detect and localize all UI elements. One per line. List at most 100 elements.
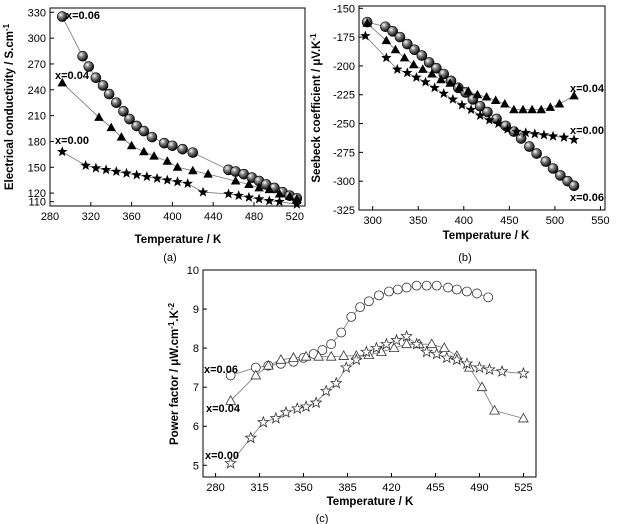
x-tick-label: 440 [204, 211, 222, 223]
panel-a-x-axis-label: Temperature / K [135, 234, 222, 246]
data-point-x000 [299, 400, 313, 413]
data-point-x006 [317, 345, 328, 355]
data-point-x000 [511, 126, 522, 137]
data-point-x004 [545, 102, 556, 111]
data-point-x000 [329, 376, 343, 389]
data-point-x000 [279, 405, 293, 418]
data-point-x000 [121, 167, 132, 178]
data-point-x000 [253, 193, 265, 204]
data-point-x000 [402, 67, 413, 78]
data-point-x000 [438, 88, 449, 99]
data-point-x000 [111, 166, 122, 177]
x-tick-label: 320 [82, 211, 100, 223]
data-point-x006 [56, 11, 68, 22]
y-tick-label: -250 [333, 119, 355, 131]
data-point-x000 [224, 456, 237, 469]
data-point-x000 [309, 396, 323, 409]
y-tick-label: 150 [28, 162, 46, 174]
data-point-x000 [182, 178, 193, 189]
data-point-x004 [149, 151, 159, 160]
panel-a-label-x000: x=0.00 [55, 135, 89, 147]
x-tick-label: 350 [409, 215, 427, 227]
data-point-x004 [436, 74, 446, 84]
data-point-x000 [360, 30, 371, 41]
y-tick-label: 240 [28, 85, 46, 97]
data-point-x004 [408, 59, 419, 69]
x-tick-label: 500 [546, 215, 564, 227]
x-tick-label: 315 [250, 482, 268, 494]
data-point-x004 [274, 188, 285, 198]
data-point-x006 [423, 57, 435, 68]
data-point-x004 [338, 350, 350, 360]
data-point-x006 [394, 31, 406, 43]
data-point-x006 [568, 180, 580, 192]
data-point-x006 [387, 26, 399, 37]
panel-b-label-x000: x=0.00 [570, 125, 604, 137]
panel-c-y-ticks: 5 6 7 8 9 10 [187, 265, 207, 472]
series-line-x000 [365, 35, 575, 141]
data-point-x004 [300, 350, 312, 361]
data-point-x000 [447, 93, 459, 104]
data-point-x004 [139, 146, 149, 156]
data-point-x004 [262, 359, 274, 370]
data-point-x004 [325, 350, 337, 361]
data-point-x004 [381, 35, 392, 45]
data-point-x004 [500, 98, 510, 108]
data-point-x006 [355, 302, 365, 313]
data-point-x006 [443, 282, 453, 293]
panel-a-frame [49, 7, 306, 207]
data-point-x000 [197, 186, 209, 197]
data-point-x004 [569, 90, 579, 100]
data-point-x000 [381, 52, 392, 63]
data-point-x004 [418, 64, 428, 73]
data-point-x004 [57, 77, 67, 87]
data-point-x006 [421, 280, 432, 291]
x-tick-label: 480 [245, 211, 263, 223]
panel-a-data-points [56, 11, 303, 209]
y-tick-label: -275 [333, 147, 355, 159]
data-point-x006 [118, 106, 129, 117]
data-point-x000 [430, 347, 444, 360]
data-point-x006 [411, 280, 422, 291]
panel-c-data-points [224, 280, 530, 469]
data-point-x000 [484, 114, 495, 125]
data-point-x000 [502, 123, 513, 134]
data-point-x000 [291, 198, 303, 209]
data-point-x000 [474, 109, 486, 120]
data-point-x006 [131, 120, 142, 132]
data-point-x004 [162, 156, 173, 165]
y-tick-label: 6 [193, 421, 199, 433]
data-point-x000 [172, 176, 183, 187]
x-tick-label: 490 [470, 482, 488, 494]
panel-c-label-x000: x=0.00 [205, 450, 239, 462]
x-tick-label: 360 [122, 211, 140, 223]
data-point-x006 [103, 88, 115, 100]
data-point-x006 [90, 72, 102, 84]
data-point-x006 [167, 140, 178, 152]
data-point-x004 [250, 369, 262, 380]
x-tick-label: 400 [455, 215, 473, 227]
x-tick-label: 385 [338, 482, 356, 494]
data-point-x006 [392, 284, 403, 295]
data-point-x000 [244, 431, 258, 444]
data-point-x004 [490, 95, 501, 105]
data-point-x004 [288, 352, 299, 362]
data-point-x006 [124, 113, 135, 125]
panel-b-y-ticks: -150 -175 -200 -225 -250 -275 -300 -325 [333, 3, 363, 217]
y-tick-label: -175 [333, 32, 355, 44]
data-point-x004 [275, 354, 287, 364]
x-tick-label: 280 [206, 482, 224, 494]
data-point-x006 [416, 50, 428, 61]
y-tick-label: 270 [28, 59, 46, 71]
data-point-x006 [77, 50, 88, 62]
data-point-x000 [483, 362, 496, 375]
data-point-x004 [427, 69, 437, 78]
data-point-x004 [489, 404, 500, 415]
data-point-x004 [362, 18, 372, 27]
data-point-x006 [326, 339, 337, 350]
data-point-x006 [540, 156, 552, 167]
data-point-x006 [83, 61, 95, 72]
data-point-x006 [187, 147, 199, 158]
data-point-x006 [111, 97, 122, 108]
